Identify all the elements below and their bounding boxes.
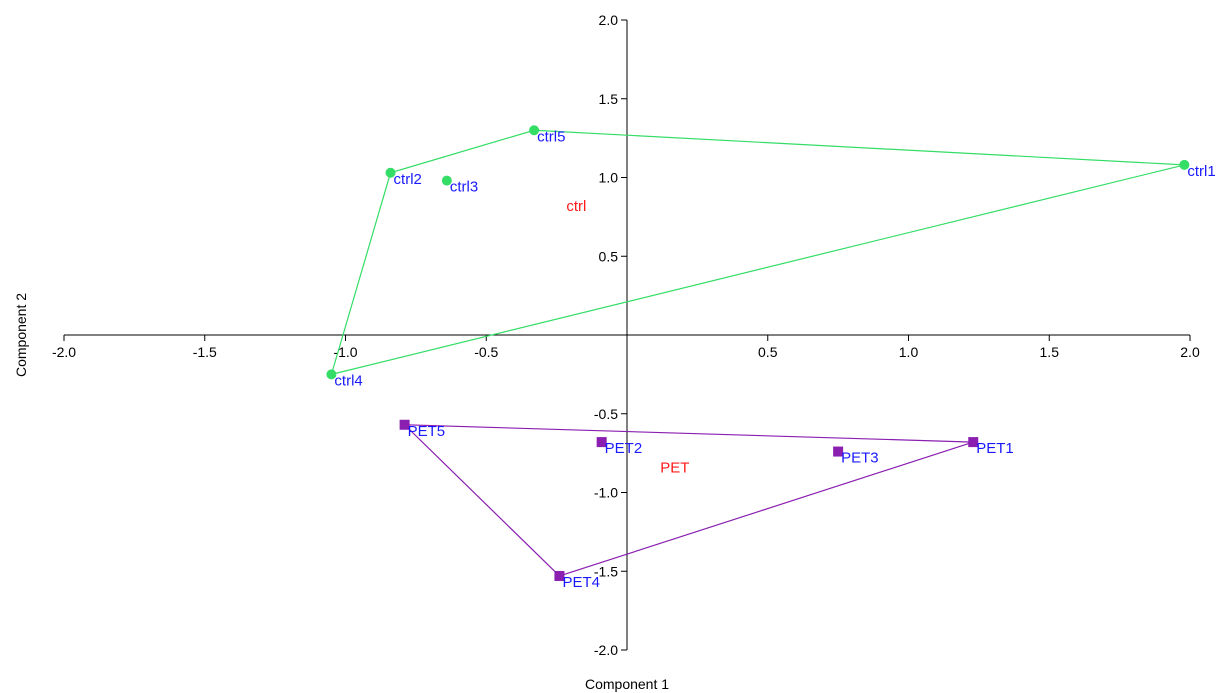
point-label-PET3: PET3 xyxy=(841,450,879,467)
point-labels: ctrl1 ctrl2 ctrl3 ctrl4 ctrl5 ctrl PET1 PET2 PET… xyxy=(334,128,1215,591)
point-label-ctrl1: ctrl1 xyxy=(1187,163,1215,180)
point-label-PET5: PET5 xyxy=(408,423,446,440)
point-label-PET2: PET2 xyxy=(605,440,643,457)
y-tick-label: 0.5 xyxy=(599,248,619,264)
point-label-ctrl2: ctrl2 xyxy=(394,171,422,188)
point-label-ctrl3: ctrl3 xyxy=(450,179,478,196)
y-tick-label: -1.0 xyxy=(594,485,618,501)
point-markers xyxy=(326,125,1190,581)
point-label-PET1: PET1 xyxy=(976,440,1014,457)
axes: -2.0 -1.5 -1.0 -0.5 0.5 1.0 1.5 2.0 2.0 1.5 1.0 0.5… xyxy=(52,12,1200,658)
y-tick-label: -2.0 xyxy=(594,642,618,658)
marker-ctrl2 xyxy=(385,167,396,178)
marker-ctrl1 xyxy=(1179,159,1190,170)
y-tick-label: -0.5 xyxy=(594,406,618,422)
y-tick-label: 2.0 xyxy=(599,12,619,28)
y-tick-label: -1.5 xyxy=(594,563,618,579)
group-label-pet: PET xyxy=(660,459,689,476)
marker-PET3 xyxy=(833,446,844,457)
x-axis-title: Component 1 xyxy=(585,676,669,692)
hull-pet xyxy=(403,424,974,577)
marker-PET5 xyxy=(399,419,410,430)
marker-PET1 xyxy=(968,437,979,448)
marker-ctrl5 xyxy=(529,125,540,136)
x-tick-label: 2.0 xyxy=(1180,344,1200,360)
marker-PET4 xyxy=(554,570,565,581)
point-label-PET4: PET4 xyxy=(562,574,600,591)
x-tick-label: 0.5 xyxy=(758,344,778,360)
marker-ctrl4 xyxy=(326,369,337,380)
point-label-ctrl4: ctrl4 xyxy=(334,372,362,389)
y-axis-title: Component 2 xyxy=(13,293,29,377)
y-tick-label: 1.0 xyxy=(599,170,619,186)
group-label-ctrl: ctrl xyxy=(566,198,586,215)
x-tick-label: -0.5 xyxy=(474,344,498,360)
x-tick-label: -2.0 xyxy=(52,344,76,360)
x-tick-label: -1.0 xyxy=(333,344,357,360)
x-tick-label: 1.5 xyxy=(1040,344,1060,360)
point-label-ctrl5: ctrl5 xyxy=(537,128,565,145)
marker-ctrl3 xyxy=(441,175,452,186)
x-tick-label: -1.5 xyxy=(193,344,217,360)
hull-ctrl xyxy=(330,129,1185,376)
marker-PET2 xyxy=(596,437,607,448)
x-tick-label: 1.0 xyxy=(899,344,919,360)
y-tick-label: 1.5 xyxy=(599,91,619,107)
